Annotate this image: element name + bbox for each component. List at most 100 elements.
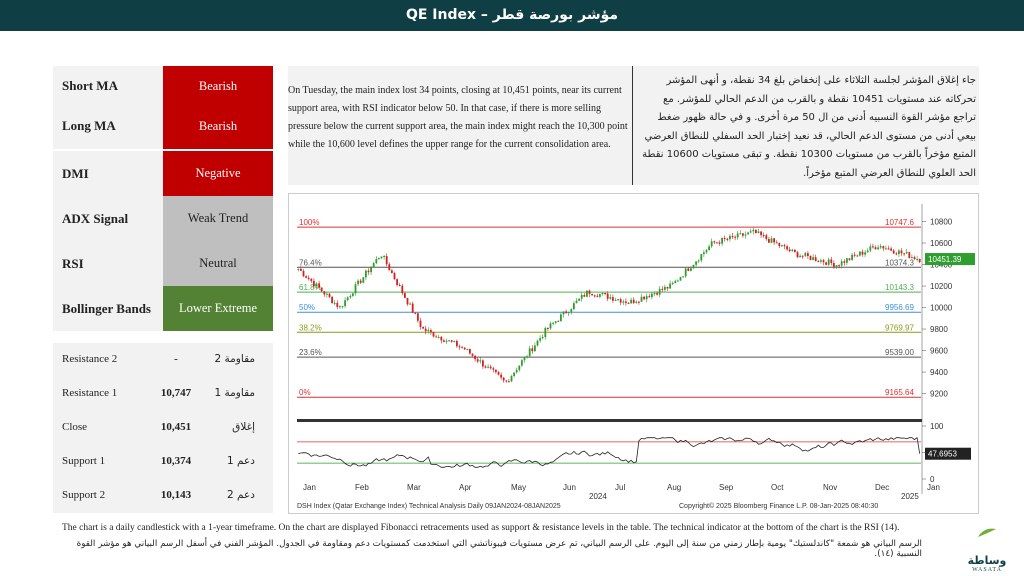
signal-label: RSI — [53, 241, 163, 286]
level-value: 10,747 — [160, 387, 192, 399]
candle-body — [474, 355, 477, 360]
candle-body — [918, 258, 921, 263]
signal-label: ADX Signal — [53, 196, 163, 241]
month-label: Feb — [355, 483, 369, 492]
candle-body — [500, 374, 503, 378]
candle-body — [307, 277, 310, 279]
candle-body — [858, 251, 861, 256]
candle-body — [900, 250, 903, 254]
candle-body — [349, 295, 352, 298]
candle-body — [767, 239, 770, 243]
candle-body — [884, 248, 887, 250]
month-label: Jun — [563, 483, 576, 492]
candle-body — [463, 347, 466, 350]
candle-body — [723, 237, 726, 239]
candle-body — [770, 238, 773, 243]
candle-body — [728, 235, 731, 240]
candle-body — [315, 283, 318, 287]
candle-body — [507, 381, 510, 383]
candle-body — [338, 306, 341, 308]
candle-body — [736, 233, 739, 238]
level-row: Resistance 1 10,747 مقاومة 1 — [53, 377, 273, 411]
candle-body — [843, 261, 846, 263]
candle-body — [692, 264, 695, 269]
candle-body — [861, 251, 864, 255]
candle-body — [663, 286, 666, 290]
candle-body — [656, 293, 659, 295]
candle-body — [786, 246, 789, 250]
candle-body — [611, 297, 614, 301]
candle-body — [793, 249, 796, 253]
candle-body — [479, 360, 482, 362]
candle-body — [461, 346, 464, 348]
candle-body — [773, 238, 776, 243]
candle-body — [346, 297, 349, 301]
candle-body — [830, 259, 833, 263]
candle-body — [318, 283, 321, 288]
level-label-ar: دعم 2 — [227, 489, 255, 501]
signal-label: DMI — [53, 151, 163, 196]
candle-body — [383, 256, 386, 258]
fib-pct-label: 23.6% — [299, 348, 322, 357]
candle-body — [596, 295, 599, 297]
candle-body — [583, 295, 586, 297]
candle-body — [619, 299, 622, 303]
candle-body — [398, 284, 401, 286]
candle-body — [510, 376, 513, 382]
level-row: Close 10,451 إغلاق — [53, 411, 273, 445]
commentary-english: On Tuesday, the main index lost 34 point… — [288, 85, 628, 150]
candle-body — [416, 313, 419, 321]
candle-body — [887, 248, 890, 250]
fib-value-label: 9956.69 — [885, 303, 914, 312]
candle-body — [871, 246, 874, 248]
candle-body — [567, 312, 570, 314]
candle-body — [905, 252, 908, 254]
candle-body — [437, 336, 440, 338]
candle-body — [523, 356, 526, 361]
candle-body — [570, 309, 573, 313]
candle-body — [414, 312, 417, 314]
candle-body — [380, 256, 383, 259]
candle-body — [721, 237, 724, 244]
candle-body — [502, 377, 505, 381]
candle-body — [762, 235, 765, 237]
candle-body — [741, 233, 744, 236]
rsi-tick-label: 100 — [930, 422, 944, 431]
candle-body — [562, 311, 565, 315]
commentary-arabic: جاء إغلاق المؤشر لجلسة الثلاثاء على إنخف… — [642, 75, 976, 179]
candle-body — [331, 296, 334, 304]
candle-body — [549, 323, 552, 329]
candle-body — [572, 303, 575, 310]
candle-body — [310, 278, 313, 281]
candle-body — [466, 348, 469, 350]
fib-pct-label: 76.4% — [299, 258, 322, 267]
fib-value-label: 9165.64 — [885, 388, 914, 397]
y-tick-label: 10800 — [930, 218, 953, 227]
candle-body — [630, 299, 633, 304]
candle-body — [635, 301, 638, 303]
signal-row-long-ma: Long MA Bearish — [53, 106, 273, 149]
candle-body — [505, 380, 508, 382]
candle-body — [370, 267, 373, 273]
candle-body — [325, 293, 328, 295]
fib-pct-label: 38.2% — [299, 323, 322, 332]
fib-value-label: 10143.3 — [885, 283, 914, 292]
candle-body — [471, 353, 474, 356]
candle-body — [385, 256, 388, 265]
candle-body — [897, 250, 900, 255]
fib-value-label: 9539.00 — [885, 348, 914, 357]
candle-body — [624, 301, 627, 303]
candle-body — [676, 280, 679, 282]
fib-pct-label: 50% — [299, 303, 315, 312]
candle-body — [546, 327, 549, 329]
y-tick-label: 10000 — [930, 304, 953, 313]
month-label: Dec — [875, 483, 889, 492]
candle-body — [598, 294, 601, 297]
candle-body — [643, 296, 646, 300]
candle-body — [403, 293, 406, 298]
last-price-label: 10451.39 — [928, 255, 962, 264]
candle-body — [388, 264, 391, 271]
candle-body — [559, 314, 562, 322]
candle-body — [357, 280, 360, 285]
level-label-en: Support 2 — [62, 489, 106, 501]
